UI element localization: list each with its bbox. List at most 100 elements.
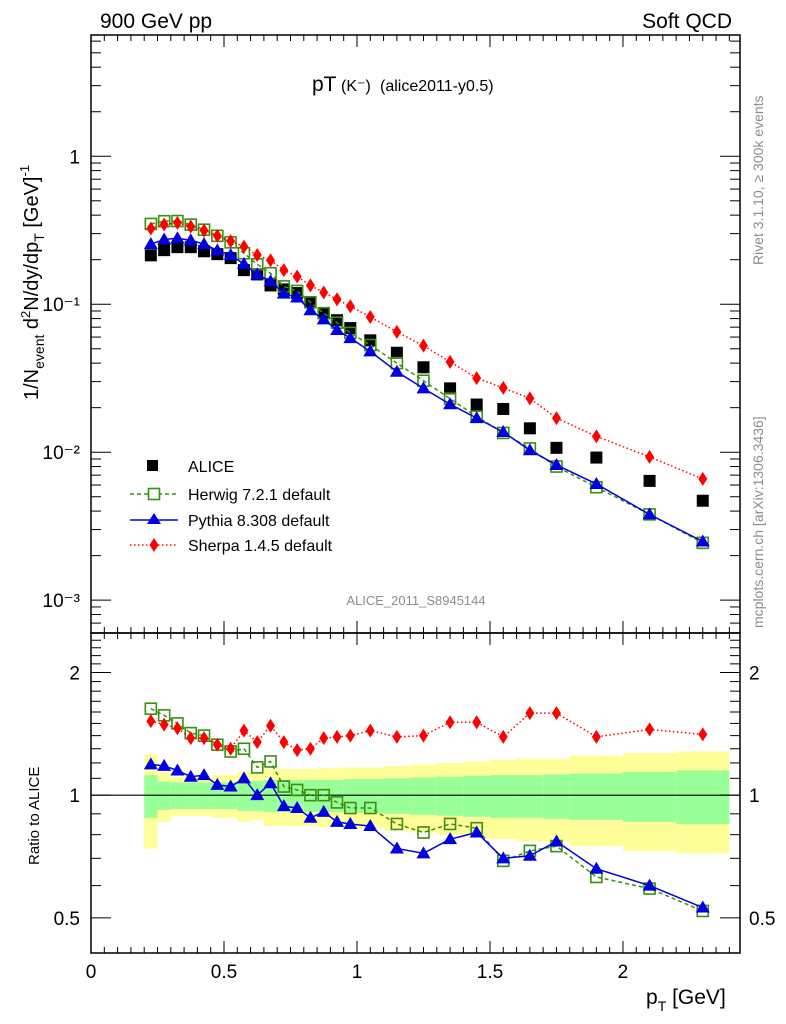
main-point-pythia <box>143 237 158 250</box>
ratio-point-sherpa <box>292 743 302 758</box>
legend-marker-pythia <box>147 513 161 524</box>
main-point-sherpa <box>279 263 289 278</box>
main-point-alice <box>417 361 430 374</box>
ratio-point-herwig <box>304 788 317 802</box>
ratio-y-tick-label-right: 2 <box>749 663 760 684</box>
ratio-point-pythia <box>363 819 378 832</box>
stat-uncertainty-band <box>516 775 544 818</box>
ratio-point-herwig <box>330 796 344 809</box>
main-series-pythia <box>143 231 710 547</box>
main-point-alice <box>390 346 403 359</box>
main-point-alice <box>523 422 536 435</box>
stat-uncertainty-band <box>330 779 344 812</box>
ratio-point-pythia <box>416 846 431 859</box>
main-point-pythia <box>157 232 172 245</box>
ratio-y-tick-label-left: 2 <box>69 663 80 684</box>
main-point-pythia <box>250 267 265 280</box>
stat-uncertainty-band <box>237 780 251 811</box>
main-point-sherpa <box>365 309 375 324</box>
main-point-sherpa <box>551 411 561 426</box>
main-point-sherpa <box>159 217 169 232</box>
plot-title-tag: (alice2011-y0.5) <box>380 78 494 95</box>
main-point-pythia <box>443 397 458 410</box>
main-point-sherpa <box>591 429 601 444</box>
ratio-line-herwig <box>150 708 704 912</box>
ratio-point-pythia <box>469 825 484 838</box>
main-point-pythia <box>276 286 291 299</box>
ratio-uncertainty-bands <box>144 751 730 854</box>
ratio-y-tick-label-right: 0.5 <box>749 909 775 930</box>
ratio-point-sherpa <box>305 741 315 756</box>
ratio-point-pythia <box>276 799 291 812</box>
main-point-pythia <box>522 443 537 456</box>
main-point-sherpa <box>418 338 428 353</box>
stat-uncertainty-band <box>410 777 437 815</box>
main-series-sherpa <box>146 215 708 486</box>
ratio-point-herwig <box>250 761 264 774</box>
ratio-point-sherpa <box>551 706 561 721</box>
x-tick-label: 0.5 <box>211 962 237 983</box>
ratio-y-axis-label: Ratio to ALICE <box>26 767 43 865</box>
main-point-pythia <box>223 248 238 261</box>
main-point-pythia <box>290 290 305 303</box>
main-point-pythia <box>210 243 225 256</box>
main-point-alice <box>158 244 171 257</box>
main-point-sherpa <box>698 471 708 486</box>
mcplots-label: mcplots.cern.ch [arXiv:1306.3436] <box>750 416 766 628</box>
ratio-point-sherpa <box>645 722 655 737</box>
ratio-point-sherpa <box>345 728 355 743</box>
ratio-point-herwig <box>264 755 277 768</box>
main-point-alice <box>550 441 563 454</box>
main-point-alice <box>198 245 211 258</box>
legend-item-herwig: Herwig 7.2.1 default <box>130 487 331 504</box>
ratio-point-pythia <box>143 757 158 770</box>
main-point-pythia <box>236 257 251 270</box>
ratio-point-pythia <box>197 768 212 781</box>
main-point-pythia <box>263 274 278 287</box>
legend-label-sherpa: Sherpa 1.4.5 default <box>188 538 333 555</box>
ratio-point-herwig <box>417 826 430 839</box>
ratio-point-sherpa <box>418 728 428 743</box>
main-point-pythia <box>695 534 710 547</box>
main-point-sherpa <box>472 371 482 386</box>
main-point-pythia <box>589 476 604 489</box>
legend-label-pythia: Pythia 8.308 default <box>188 513 330 530</box>
main-point-sherpa <box>332 292 342 307</box>
ratio-point-herwig <box>237 742 251 756</box>
main-point-alice <box>444 382 457 395</box>
ratio-point-sherpa <box>279 735 289 750</box>
ratio-point-sherpa <box>186 731 196 746</box>
ratio-point-sherpa <box>212 737 222 752</box>
ratio-point-herwig <box>363 801 377 815</box>
main-point-pythia <box>496 424 511 437</box>
stat-uncertainty-band <box>356 779 384 813</box>
ratio-point-sherpa <box>591 729 601 744</box>
main-point-pythia <box>330 322 345 335</box>
legend-marker-sherpa <box>149 538 159 552</box>
rivet-version-label: Rivet 3.1.10, ≥ 300k events <box>750 95 766 265</box>
stat-uncertainty-band <box>543 774 570 819</box>
ratio-series-sherpa <box>146 706 708 758</box>
ratio-y-tick-label-left: 1 <box>69 786 80 807</box>
ratio-point-sherpa <box>498 729 508 744</box>
x-tick-label: 1.5 <box>477 962 503 983</box>
main-point-pythia <box>303 303 318 316</box>
main-point-sherpa <box>525 391 535 406</box>
ratio-point-pythia <box>290 801 305 814</box>
main-point-pythia <box>316 312 331 325</box>
main-point-sherpa <box>305 278 315 293</box>
ratio-point-pythia <box>522 848 537 861</box>
ratio-point-sherpa <box>365 723 375 738</box>
x-tick-label: 0 <box>86 962 97 983</box>
ratio-point-sherpa <box>226 741 236 756</box>
ratio-point-sherpa <box>252 735 262 750</box>
main-point-alice <box>470 398 483 411</box>
axes: 0 0.5 1 1.5 2 1 10⁻¹ 10⁻² 10⁻³ 0.5 0.5 1 1 2 2 <box>43 34 775 983</box>
main-point-pythia <box>642 507 657 520</box>
ratio-point-pythia <box>389 841 404 854</box>
ratio-point-pythia <box>170 763 185 776</box>
main-point-pythia <box>183 233 198 246</box>
main-y-tick-label: 10⁻¹ <box>43 295 81 316</box>
ratio-point-sherpa <box>698 727 708 742</box>
